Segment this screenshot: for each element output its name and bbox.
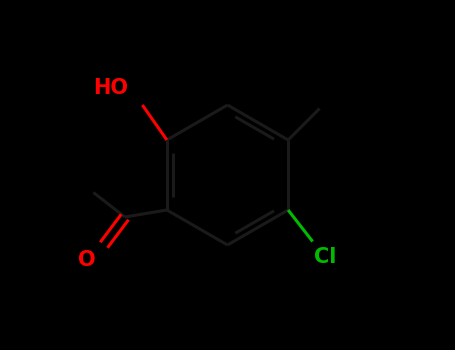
Text: Cl: Cl [314,247,337,267]
Text: O: O [77,250,95,270]
Text: HO: HO [93,78,128,98]
